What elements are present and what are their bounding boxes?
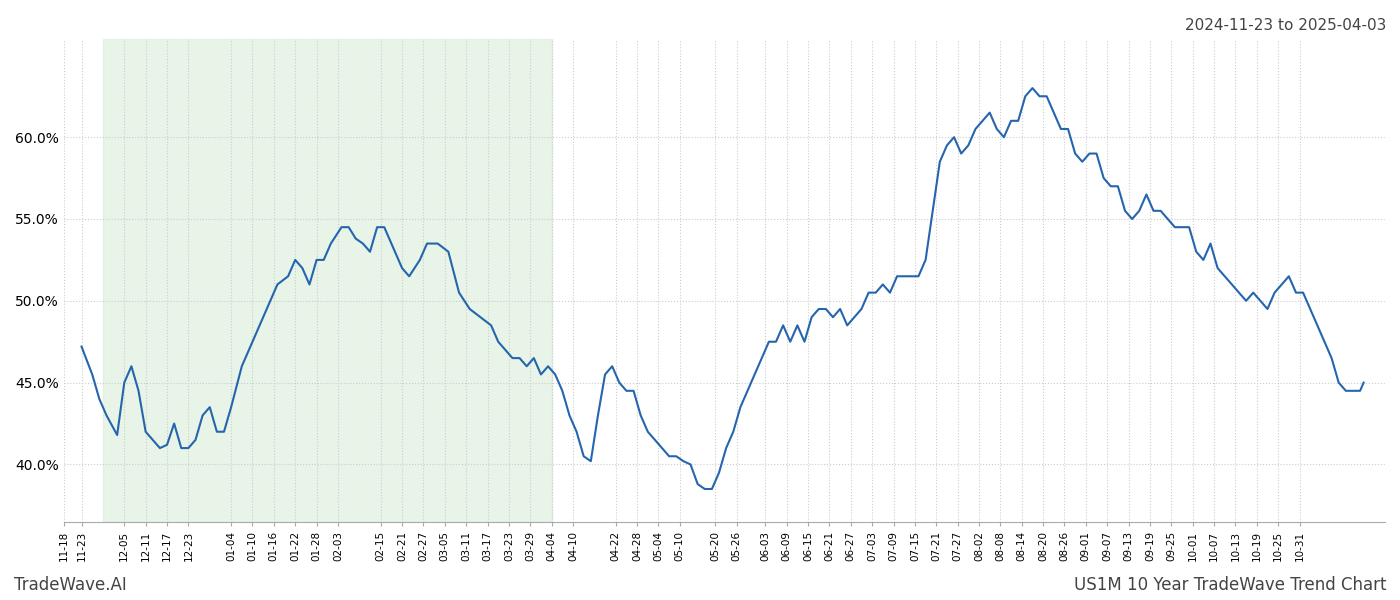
Text: US1M 10 Year TradeWave Trend Chart: US1M 10 Year TradeWave Trend Chart [1074, 576, 1386, 594]
Bar [104, 39, 552, 522]
Text: 2024-11-23 to 2025-04-03: 2024-11-23 to 2025-04-03 [1184, 18, 1386, 33]
Text: TradeWave.AI: TradeWave.AI [14, 576, 127, 594]
